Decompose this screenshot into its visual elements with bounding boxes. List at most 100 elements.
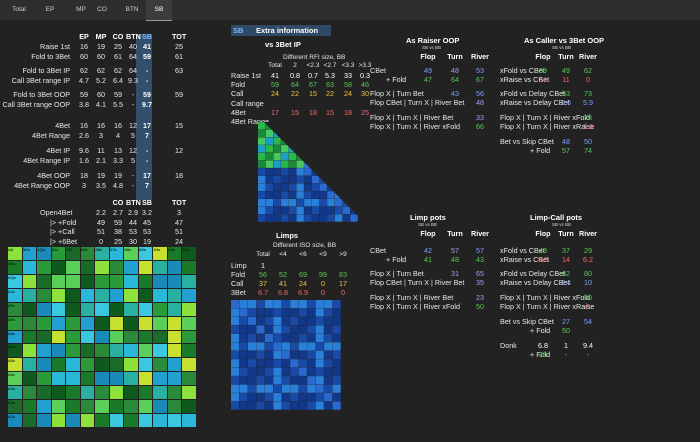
range-cell[interactable] bbox=[80, 386, 95, 400]
range-cell[interactable] bbox=[109, 260, 124, 274]
range-cell[interactable]: AKs bbox=[8, 260, 22, 274]
range-cell[interactable] bbox=[182, 414, 196, 427]
range-cell[interactable] bbox=[51, 344, 66, 358]
range-cell[interactable] bbox=[124, 372, 138, 386]
range-cell[interactable] bbox=[124, 386, 138, 400]
range-cell[interactable] bbox=[22, 344, 37, 358]
range-cell[interactable] bbox=[109, 358, 124, 372]
range-cell[interactable] bbox=[167, 260, 182, 274]
range-cell[interactable] bbox=[109, 316, 124, 330]
range-cell[interactable] bbox=[37, 372, 51, 386]
range-cell[interactable] bbox=[22, 330, 37, 344]
tab-ep[interactable]: EP bbox=[45, 6, 55, 13]
range-cell[interactable] bbox=[95, 344, 109, 358]
range-cell[interactable] bbox=[138, 386, 153, 400]
range-cell[interactable] bbox=[153, 414, 167, 427]
range-cell[interactable] bbox=[182, 386, 196, 400]
range-cell[interactable] bbox=[167, 386, 182, 400]
range-cell[interactable] bbox=[51, 414, 66, 427]
range-cell[interactable]: A7s bbox=[8, 344, 22, 358]
range-cell[interactable] bbox=[95, 414, 109, 427]
range-cell[interactable] bbox=[109, 400, 124, 414]
range-cell[interactable] bbox=[22, 358, 37, 372]
range-cell[interactable] bbox=[109, 274, 124, 288]
range-cell[interactable] bbox=[80, 414, 95, 427]
range-cell[interactable] bbox=[80, 260, 95, 274]
range-cell[interactable] bbox=[182, 400, 196, 414]
range-cell[interactable] bbox=[167, 274, 182, 288]
range-cell[interactable] bbox=[167, 358, 182, 372]
range-cell[interactable] bbox=[66, 414, 80, 427]
range-cell[interactable] bbox=[138, 288, 153, 302]
range-cell[interactable] bbox=[138, 330, 153, 344]
range-cell[interactable] bbox=[182, 302, 196, 316]
range-cell[interactable] bbox=[167, 400, 182, 414]
range-cell[interactable] bbox=[95, 400, 109, 414]
range-cell[interactable] bbox=[95, 260, 109, 274]
range-cell[interactable]: A8s bbox=[95, 247, 109, 260]
range-cell[interactable] bbox=[66, 372, 80, 386]
range-cell[interactable]: A2s bbox=[182, 247, 196, 260]
range-cell[interactable] bbox=[37, 330, 51, 344]
range-cell[interactable] bbox=[22, 302, 37, 316]
range-cell[interactable] bbox=[80, 302, 95, 316]
tab-btn[interactable]: BTN bbox=[125, 6, 139, 13]
range-cell[interactable] bbox=[95, 274, 109, 288]
range-cell[interactable] bbox=[51, 274, 66, 288]
range-cell[interactable] bbox=[51, 316, 66, 330]
range-cell[interactable] bbox=[153, 260, 167, 274]
tab-sb[interactable]: SB bbox=[146, 0, 172, 21]
range-cell[interactable] bbox=[124, 358, 138, 372]
range-cell[interactable]: A8s bbox=[8, 330, 22, 344]
tab-co[interactable]: CO bbox=[97, 6, 107, 13]
range-cell[interactable] bbox=[66, 330, 80, 344]
range-cell[interactable] bbox=[138, 372, 153, 386]
range-cell[interactable]: A3s bbox=[167, 247, 182, 260]
tab-total[interactable]: Total bbox=[12, 6, 26, 13]
range-cell[interactable]: AJs bbox=[51, 247, 66, 260]
range-cell[interactable] bbox=[109, 372, 124, 386]
range-cell[interactable] bbox=[138, 260, 153, 274]
range-cell[interactable] bbox=[182, 344, 196, 358]
range-cell[interactable] bbox=[37, 344, 51, 358]
range-cell[interactable] bbox=[109, 344, 124, 358]
range-cell[interactable] bbox=[80, 400, 95, 414]
range-cell[interactable] bbox=[124, 316, 138, 330]
range-cell[interactable] bbox=[153, 330, 167, 344]
range-cell[interactable] bbox=[66, 316, 80, 330]
range-cell[interactable] bbox=[153, 372, 167, 386]
range-cell[interactable] bbox=[66, 274, 80, 288]
range-cell[interactable] bbox=[109, 330, 124, 344]
range-cell[interactable]: AA bbox=[8, 247, 22, 260]
range-cell[interactable] bbox=[22, 414, 37, 427]
range-cell[interactable]: AJs bbox=[8, 288, 22, 302]
range-cell[interactable] bbox=[138, 274, 153, 288]
range-cell[interactable] bbox=[51, 330, 66, 344]
range-cell[interactable] bbox=[51, 400, 66, 414]
range-cell[interactable] bbox=[124, 274, 138, 288]
range-cell[interactable] bbox=[153, 358, 167, 372]
range-cell[interactable] bbox=[124, 288, 138, 302]
range-cell[interactable] bbox=[138, 400, 153, 414]
range-cell[interactable] bbox=[109, 386, 124, 400]
range-cell[interactable] bbox=[22, 372, 37, 386]
range-cell[interactable] bbox=[37, 400, 51, 414]
range-cell[interactable] bbox=[80, 274, 95, 288]
range-cell[interactable] bbox=[95, 288, 109, 302]
range-cell[interactable] bbox=[109, 288, 124, 302]
range-cell[interactable] bbox=[124, 330, 138, 344]
range-cell[interactable] bbox=[182, 372, 196, 386]
range-cell[interactable] bbox=[138, 316, 153, 330]
range-cell[interactable] bbox=[66, 344, 80, 358]
range-cell[interactable] bbox=[182, 316, 196, 330]
range-cell[interactable] bbox=[167, 414, 182, 427]
range-cell[interactable] bbox=[167, 372, 182, 386]
range-cell[interactable] bbox=[153, 316, 167, 330]
range-cell[interactable] bbox=[66, 358, 80, 372]
range-cell[interactable]: AKs bbox=[22, 247, 37, 260]
range-cell[interactable] bbox=[153, 344, 167, 358]
range-cell[interactable]: A4s bbox=[153, 247, 167, 260]
range-cell[interactable]: A4s bbox=[8, 386, 22, 400]
range-cell[interactable] bbox=[182, 358, 196, 372]
range-cell[interactable] bbox=[22, 288, 37, 302]
